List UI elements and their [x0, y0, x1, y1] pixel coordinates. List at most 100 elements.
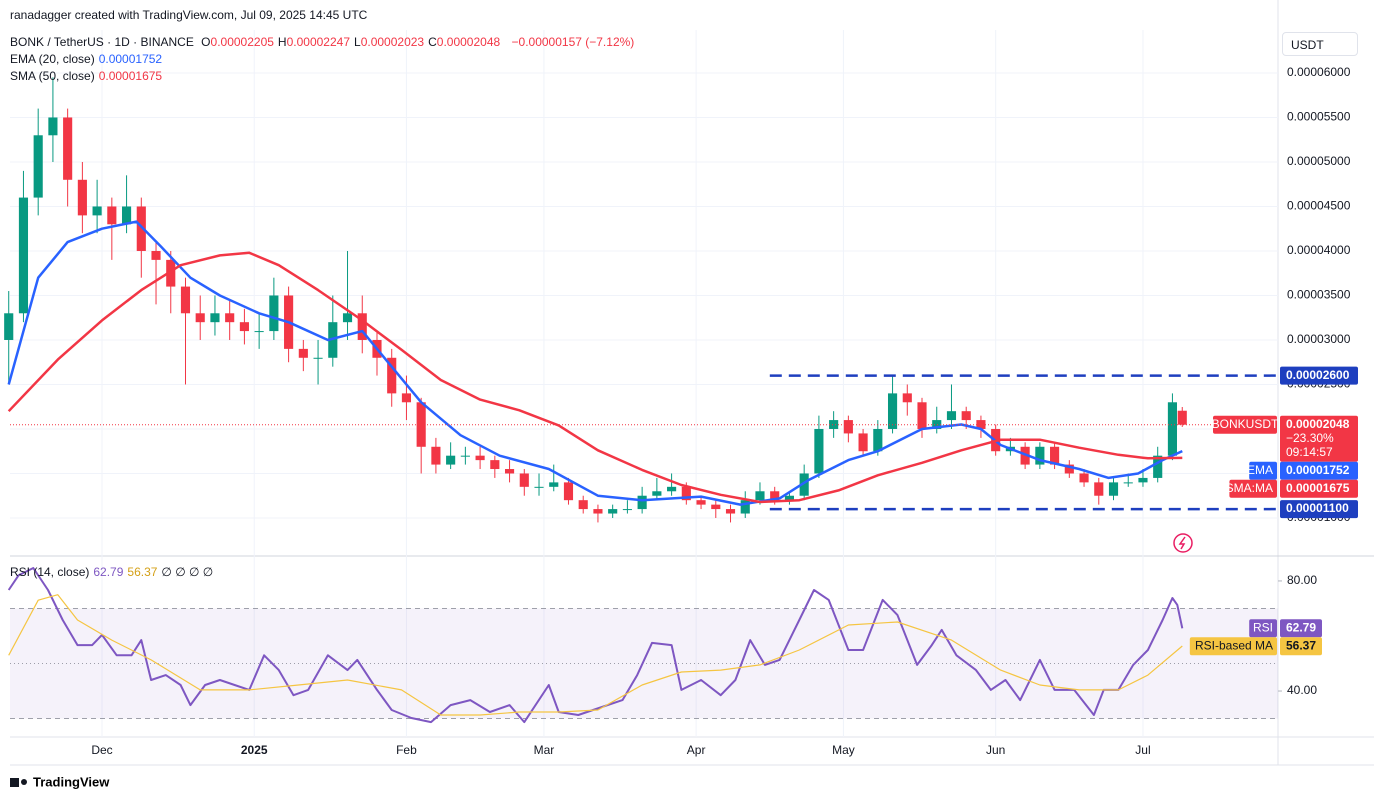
value-tag-box: [1189, 637, 1277, 656]
value-label: 56.37: [1286, 638, 1316, 652]
value-label-box: [1280, 479, 1358, 498]
candle-body: [1094, 482, 1104, 496]
candle-body: [490, 460, 500, 470]
candle-body: [1064, 464, 1074, 474]
candle-body: [681, 486, 691, 501]
candle-body: [1167, 402, 1177, 456]
sma-value: 0.00001675: [98, 69, 163, 83]
candle-body: [269, 295, 279, 332]
y-tick-label: 0.00003500: [1287, 288, 1351, 302]
rsi-icons: ∅ ∅ ∅ ∅: [161, 565, 214, 579]
candle-body: [195, 313, 205, 323]
candle-body: [239, 322, 249, 332]
rsi-ma-value: 56.37: [127, 565, 158, 579]
candle-body: [784, 495, 795, 501]
rsi-tick-label: 40.00: [1287, 683, 1317, 697]
candle-body: [799, 473, 809, 496]
ma-line: [7, 220, 1183, 506]
candle-body: [608, 509, 618, 514]
value-tag-box: [1229, 479, 1277, 498]
footer-brand: TradingView: [33, 774, 110, 789]
candle-body: [652, 491, 662, 496]
y-tick-label: 0.00004000: [1287, 243, 1351, 257]
candle-body: [1123, 482, 1133, 484]
ohlc-value: 0.00002247: [286, 35, 350, 49]
candle-body: [887, 393, 898, 429]
rsi-band-fill: [10, 608, 1278, 719]
y-tick-label: 0.00003000: [1287, 332, 1351, 346]
candle-body: [122, 206, 132, 225]
candle-body: [755, 491, 765, 501]
candle-body: [1035, 446, 1045, 465]
candle-body: [1177, 410, 1187, 425]
value-label: 0.00001675: [1286, 481, 1350, 495]
x-tick-label: Mar: [534, 743, 555, 757]
x-tick-label: Dec: [91, 743, 112, 757]
x-tick-label: Jun: [986, 743, 1005, 757]
currency-button[interactable]: USDT: [1282, 32, 1358, 56]
candle-body: [210, 313, 220, 323]
ohlc-value: 0.00002023: [360, 35, 425, 49]
candle-body: [18, 197, 29, 314]
candle-body: [946, 411, 957, 421]
candle-body: [1108, 482, 1119, 496]
ohlc-key: L: [354, 35, 361, 49]
ema-value: 0.00001752: [98, 52, 163, 66]
ohlc: O0.00002205 H0.00002247 L0.00002023 C0.0000…: [201, 35, 504, 49]
candle-body: [92, 206, 102, 216]
value-tag: RSI: [1253, 620, 1273, 634]
x-tick-label: May: [832, 743, 855, 757]
y-tick-label: 0.00004500: [1287, 199, 1351, 213]
sma-name: SMA (50, close): [10, 69, 95, 83]
candle-body: [77, 179, 87, 216]
grid: [10, 30, 1282, 737]
last-price-box: [1280, 415, 1358, 462]
value-label-box: [1280, 619, 1322, 638]
change: −0.00000157 (−7.12%): [511, 35, 635, 49]
last-price-tag-box: [1213, 415, 1277, 434]
candle-body: [829, 420, 839, 429]
candle-body: [225, 313, 235, 323]
candle-body: [48, 117, 58, 136]
candle-body: [961, 411, 971, 421]
brand-logo: [10, 778, 27, 787]
labels: Dec2025FebMarAprMayJunJul0.000010000.000…: [91, 65, 1358, 757]
plot: [4, 77, 1278, 724]
candle-body: [932, 420, 942, 429]
candle-body: [917, 402, 927, 429]
level-label: 0.00001100: [1286, 501, 1349, 515]
rsi-tick-label: 80.00: [1287, 573, 1317, 587]
candle-body: [622, 509, 632, 511]
candle-body: [254, 331, 264, 333]
rsi-legend: RSI (14, close) 62.79 56.37 ∅ ∅ ∅ ∅: [10, 565, 217, 579]
candle-body: [534, 486, 544, 488]
symbol-legend: BONK / TetherUS · 1D · BINANCE O0.000022…: [10, 35, 638, 49]
candle-body: [1138, 477, 1148, 483]
candle-body: [446, 455, 456, 465]
ohlc-value: 0.00002048: [436, 35, 501, 49]
candle-body: [151, 250, 161, 260]
ohlc-key: O: [201, 35, 211, 49]
level-label-box: [1280, 366, 1358, 385]
candle-body: [770, 491, 780, 501]
candle-body: [63, 117, 73, 180]
candle-body: [902, 393, 912, 403]
candle-body: [107, 206, 117, 225]
candle-body: [357, 313, 367, 340]
value-label: 62.79: [1286, 620, 1316, 634]
candle-body: [873, 428, 883, 452]
level-label: 0.00002600: [1286, 368, 1350, 382]
value-tag: EMA: [1247, 463, 1273, 477]
last-price-label: 0.00002048: [1286, 417, 1350, 431]
candle-body: [1050, 446, 1060, 465]
rsi-line: [8, 594, 1183, 716]
ohlc-key: H: [277, 35, 287, 49]
value-label: 0.00001752: [1286, 463, 1350, 477]
candle-body: [976, 420, 986, 429]
candle-body: [1153, 455, 1163, 478]
y-tick-label: 0.00005000: [1287, 154, 1351, 168]
last-price-countdown: 09:14:57: [1286, 445, 1333, 459]
candle-body: [667, 486, 677, 492]
candle-body: [549, 482, 559, 487]
